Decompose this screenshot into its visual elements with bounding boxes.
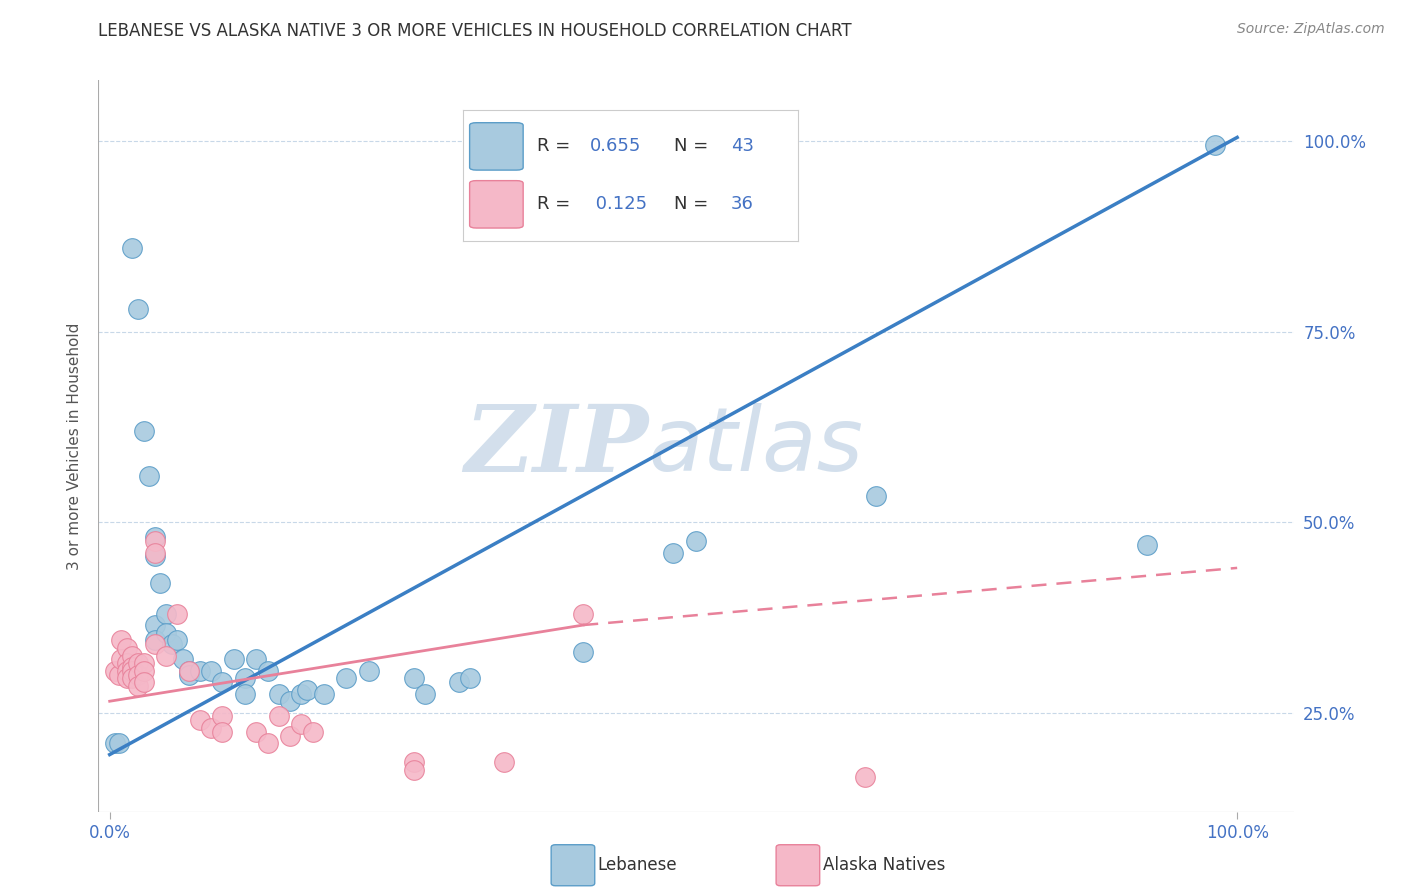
Point [127,301,149,316]
Y-axis label: 3 or more Vehicles in Household: 3 or more Vehicles in Household [67,322,83,570]
Point [290,717,312,731]
Point [233,687,256,701]
Point [143,618,166,632]
Point [143,633,166,648]
Point [143,637,166,651]
Point [115,672,138,686]
Point [267,709,290,723]
Point [222,652,245,666]
Point [155,607,177,621]
Point [233,672,256,686]
Point [155,625,177,640]
Text: Alaska Natives: Alaska Natives [823,856,945,874]
Point [278,729,301,743]
Point [211,675,233,690]
Point [662,546,685,560]
Point [256,736,278,750]
Point [115,664,138,678]
Text: Source: ZipAtlas.com: Source: ZipAtlas.com [1237,22,1385,37]
Point [295,682,318,697]
Point [290,687,312,701]
Point [404,672,426,686]
Point [143,534,166,549]
Text: ZIP: ZIP [464,401,648,491]
Point [245,652,267,666]
Point [853,771,876,785]
Point [127,679,149,693]
Point [177,664,200,678]
Point [301,724,323,739]
Point [572,607,595,621]
Point [404,755,426,769]
Point [166,633,188,648]
Point [188,714,211,728]
Point [267,687,290,701]
Point [121,672,143,686]
Point [572,645,595,659]
Point [312,687,335,701]
Point [149,576,172,591]
Point [177,664,200,678]
Point [121,664,143,678]
Point [415,687,437,701]
Point [256,664,278,678]
Point [335,672,357,686]
Point [121,648,143,663]
Point [132,656,155,670]
Point [685,534,707,549]
Text: atlas: atlas [648,403,863,489]
Point [449,675,471,690]
Point [155,648,177,663]
Point [138,469,160,483]
Point [132,664,155,678]
Point [166,607,188,621]
Point [110,652,132,666]
Point [494,755,516,769]
Text: LEBANESE VS ALASKA NATIVE 3 OR MORE VEHICLES IN HOUSEHOLD CORRELATION CHART: LEBANESE VS ALASKA NATIVE 3 OR MORE VEHI… [98,22,852,40]
Point [115,640,138,655]
Point [107,667,129,681]
Point [211,724,233,739]
Point [188,664,211,678]
Point [110,633,132,648]
Point [115,656,138,670]
Point [132,424,155,438]
Point [160,637,183,651]
Point [143,530,166,544]
Point [121,660,143,674]
Point [865,489,887,503]
Point [143,546,166,560]
Text: Lebanese: Lebanese [598,856,678,874]
Point [107,736,129,750]
Point [211,709,233,723]
Point [143,549,166,564]
Point [460,672,482,686]
Point [1204,138,1226,153]
Point [104,664,127,678]
Point [357,664,380,678]
Point [245,724,267,739]
Point [121,241,143,255]
Point [278,694,301,708]
Point [132,675,155,690]
Point [200,664,222,678]
Point [404,763,426,777]
Point [1136,538,1159,552]
Point [127,667,149,681]
Point [104,736,127,750]
Point [200,721,222,735]
Point [127,656,149,670]
Point [172,652,194,666]
Point [177,667,200,681]
